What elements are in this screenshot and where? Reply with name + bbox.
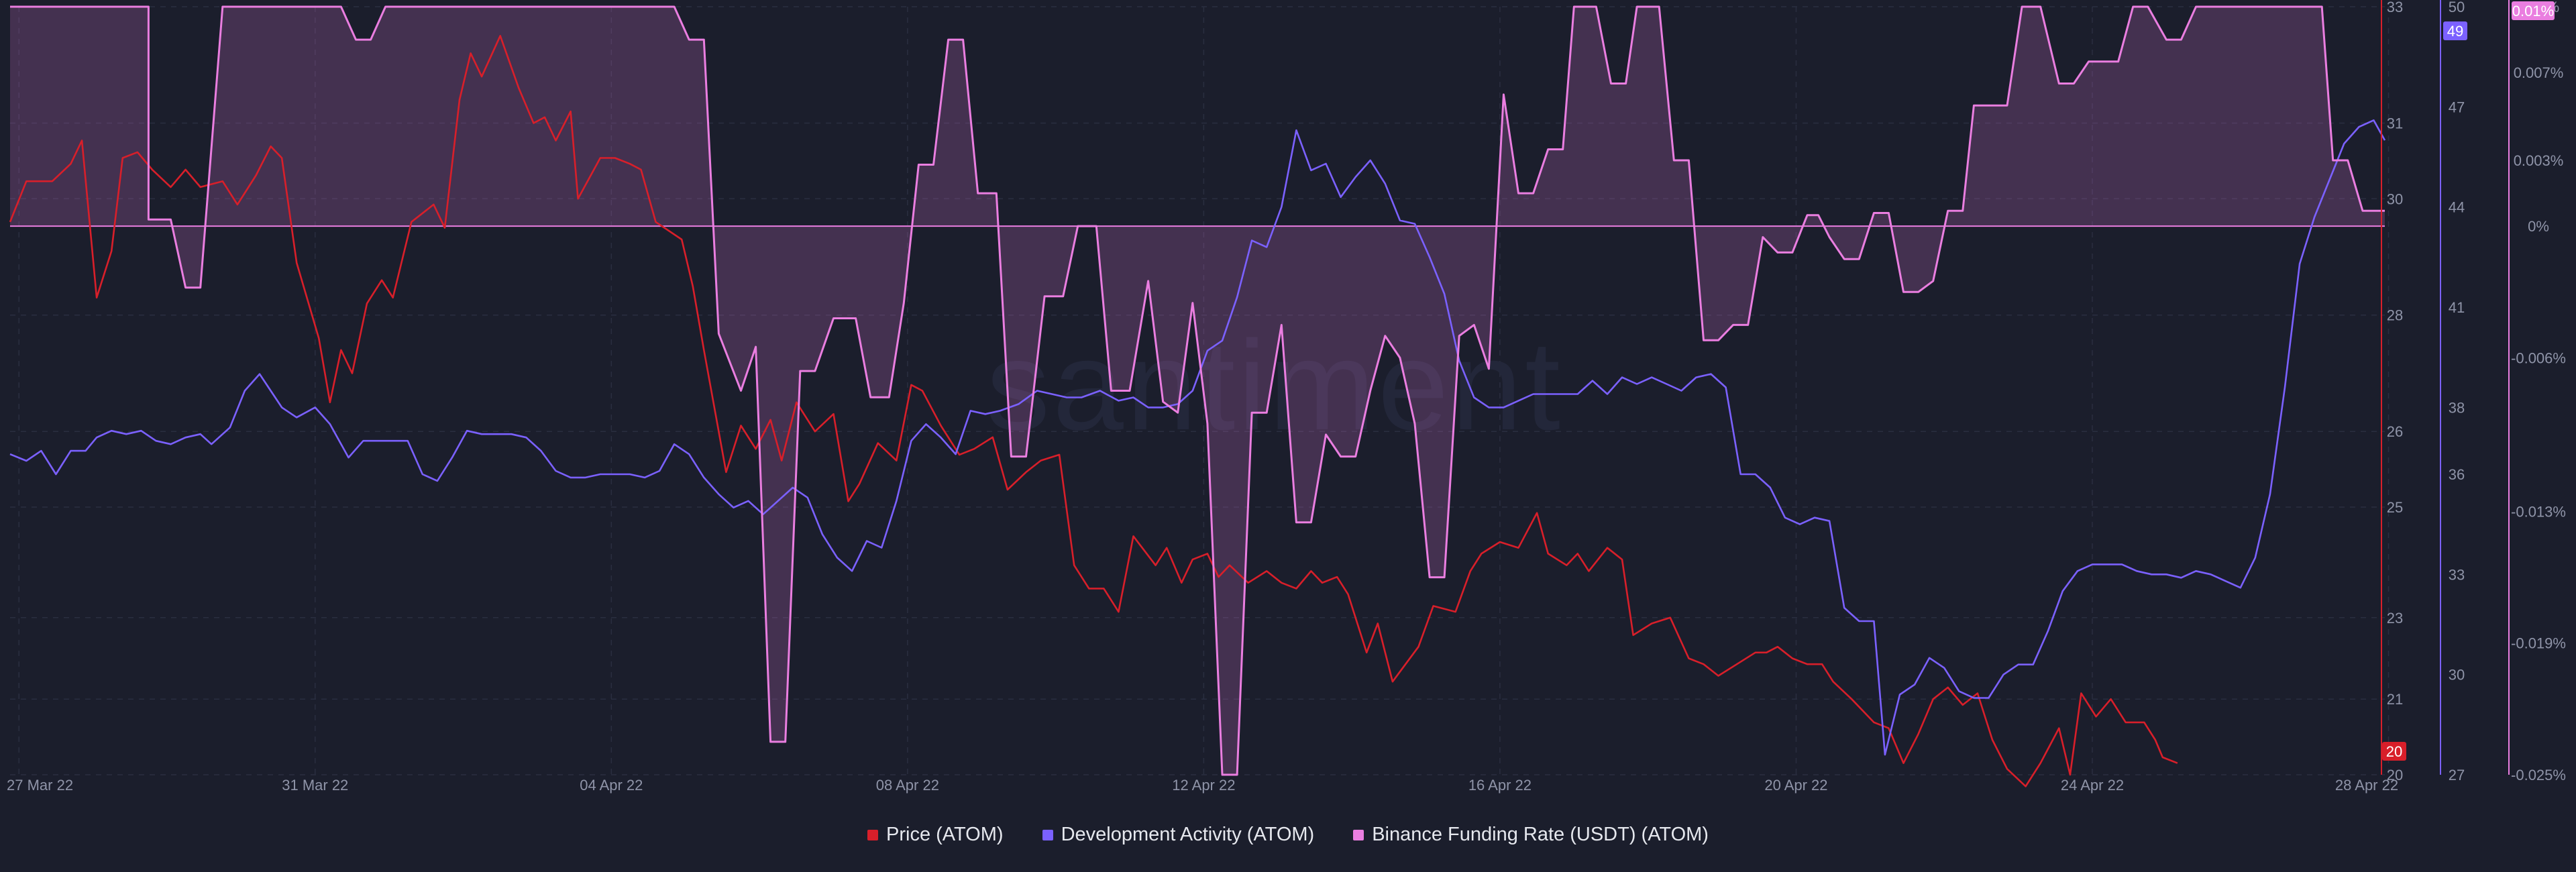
chart-legend: Price (ATOM) Development Activity (ATOM)… (0, 824, 2576, 846)
dev-badge-label: 49 (2447, 23, 2463, 40)
price-axis-tick-label: 33 (2387, 0, 2403, 15)
funding-badge-label: 0.01% (2512, 3, 2554, 19)
price-axis-tick-label: 25 (2387, 499, 2403, 516)
price-axis-tick-label: 21 (2387, 691, 2403, 708)
legend-item-price[interactable]: Price (ATOM) (867, 824, 1004, 846)
price-axis-tick-label: 26 (2387, 423, 2403, 440)
dev-current-value-badge: 49 (2443, 21, 2467, 40)
funding-axis-tick-label: -0.013% (2511, 503, 2566, 520)
legend-swatch-funding-rate (1353, 829, 1364, 840)
price-badge-label: 20 (2386, 743, 2402, 760)
legend-label-price: Price (ATOM) (886, 824, 1004, 845)
funding-axis-tick-label: -0.019% (2511, 635, 2566, 652)
price-axis-tick-label: 23 (2387, 610, 2403, 626)
watermark-text: santiment (986, 315, 1563, 457)
legend-label-funding-rate: Binance Funding Rate (USDT) (ATOM) (1372, 824, 1709, 845)
dev-axis-tick-label: 33 (2449, 566, 2465, 583)
price-badge-bg (2382, 742, 2406, 761)
legend-item-funding-rate[interactable]: Binance Funding Rate (USDT) (ATOM) (1353, 824, 1709, 846)
dev-axis-tick-label: 50 (2449, 0, 2465, 15)
funding-axis-tick-label: -0.025% (2511, 767, 2566, 783)
x-axis-tick-label: 16 Apr 22 (1468, 777, 1532, 794)
x-axis-tick-label: 31 Mar 22 (282, 777, 348, 794)
dev-axis-tick-label: 27 (2449, 767, 2465, 783)
x-axis-tick-label: 27 Mar 22 (7, 777, 73, 794)
dev-axis-tick-label: 47 (2449, 99, 2465, 115)
x-axis-tick-label: 12 Apr 22 (1172, 777, 1235, 794)
funding-axis-tick-label: 0.003% (2514, 152, 2564, 169)
dev-axis-tick-label: 44 (2449, 199, 2465, 216)
dev-activity-series-line (9, 119, 2386, 756)
legend-label-dev-activity: Development Activity (ATOM) (1061, 824, 1315, 845)
legend-swatch-dev-activity (1042, 829, 1053, 840)
legend-swatch-price (867, 829, 879, 840)
legend-item-dev-activity[interactable]: Development Activity (ATOM) (1042, 824, 1315, 846)
price-axis-tick-label: 31 (2387, 115, 2403, 131)
price-series-line (9, 35, 2178, 787)
x-axis-tick-label: 04 Apr 22 (580, 777, 643, 794)
price-axis-tick-label: 28 (2387, 307, 2403, 324)
dev-badge-bg (2443, 21, 2467, 40)
funding-axis-tick-label: 0% (2528, 218, 2549, 235)
dev-axis-tick-label: 41 (2449, 299, 2465, 316)
funding-axis-tick-label: -0.006% (2511, 349, 2566, 366)
funding-axis-tick-label: 0.007% (2514, 64, 2564, 81)
x-axis-tick-label: 20 Apr 22 (1764, 777, 1827, 794)
x-axis-tick-label: 08 Apr 22 (876, 777, 939, 794)
x-axis-tick-label: 24 Apr 22 (2061, 777, 2124, 794)
funding-rate-series-line (10, 5, 2385, 776)
dev-axis-tick-label: 30 (2449, 667, 2465, 684)
dev-axis-tick-label: 38 (2449, 399, 2465, 416)
dev-axis-tick-label: 36 (2449, 466, 2465, 483)
price-axis-tick-label: 30 (2387, 190, 2403, 207)
grid-lines (10, 6, 2390, 775)
funding-rate-area (10, 7, 2385, 775)
price-axis-tick-label: 20 (2387, 767, 2403, 783)
x-axis-tick-label: 28 Apr 22 (2335, 777, 2398, 794)
funding-badge-bg (2512, 1, 2555, 20)
funding-current-value-badge: 0.01% (2512, 1, 2555, 20)
price-current-value-badge: 20 (2382, 742, 2406, 761)
